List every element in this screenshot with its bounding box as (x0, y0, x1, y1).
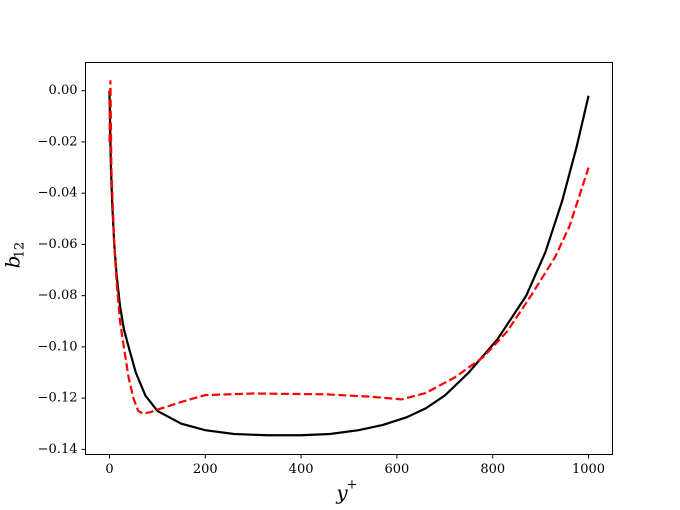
y-tick-label: −0.14 (38, 442, 78, 457)
y-label-sub: 12 (13, 242, 28, 259)
y-tick-label: −0.06 (38, 237, 78, 252)
x-tick-label: 600 (384, 462, 409, 477)
x-tick-label: 800 (480, 462, 505, 477)
y-tick-label: −0.12 (38, 391, 78, 406)
line-series (108, 80, 590, 415)
y-tick-label: −0.10 (38, 339, 78, 354)
y-label: b (1, 256, 25, 269)
y-tick-label: 0.00 (49, 83, 78, 98)
x-tick-label: 400 (289, 462, 314, 477)
x-tick-label: 1000 (572, 462, 605, 477)
y-tick-label: −0.08 (38, 288, 78, 303)
x-tick-label: 200 (193, 462, 218, 477)
x-tick-label: 0 (105, 462, 113, 477)
plot-frame (85, 62, 613, 455)
y-tick-label: −0.02 (38, 134, 78, 149)
y-tick-label: −0.04 (38, 186, 78, 201)
x-label-sup: + (347, 478, 358, 493)
x-label: y (335, 481, 348, 505)
line-series (108, 90, 590, 437)
